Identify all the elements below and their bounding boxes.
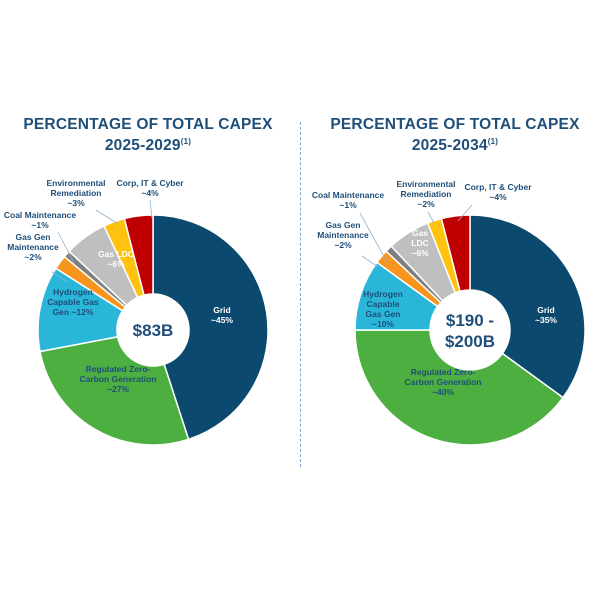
slice-label-line: LDC (411, 238, 428, 248)
slice-label-line: Gas (412, 228, 428, 238)
slice-label-line: Gas Gen (366, 309, 401, 319)
slice-label: Coal Maintenance ~1% (4, 210, 77, 230)
slice-label-line: Gas Gen (16, 232, 51, 242)
title-text: PERCENTAGE OF TOTAL CAPEX (330, 116, 580, 133)
slice-grid (152, 214, 269, 441)
slice-label-line: Corp, IT & Cyber (464, 182, 532, 192)
slice-corp-it-cyber (440, 214, 471, 293)
chart-divider (300, 122, 301, 467)
slice-label-line: Regulated Zero- (86, 364, 151, 374)
footnote-marker: (1) (487, 137, 499, 146)
leader-line (361, 255, 379, 268)
slice-label-line: Capable Gas (47, 297, 99, 307)
slice-label: Hydrogen Capable Gas Gen ~10% (363, 289, 403, 329)
slice-label-line: Gas LDC (98, 249, 134, 259)
period-text: 2025-2029 (104, 137, 181, 155)
slice-label: Corp, IT & Cyber ~4% (116, 178, 184, 198)
slice-label-line: Maintenance (7, 242, 59, 252)
chart-title-2025-2034: PERCENTAGE OF TOTAL CAPEX 2025-2034(1) (315, 116, 595, 154)
slice-label-line: Corp, IT & Cyber (116, 178, 184, 188)
center-total-label: $190 - $200B (445, 311, 495, 351)
title-period: 2025-2029(1) (8, 133, 288, 154)
title-text: PERCENTAGE OF TOTAL CAPEX (23, 116, 273, 133)
slice-label-line: Regulated Zero- (411, 367, 476, 377)
slice-label-line: Hydrogen (363, 289, 403, 299)
slice-label: Gas LDC ~6% (98, 249, 134, 269)
leader-line (57, 231, 75, 264)
slice-regulated-zero-carbon-generation (354, 329, 565, 446)
slice-label-line: Capable (366, 299, 399, 309)
slice-label-line: ~35% (535, 315, 557, 325)
slice-label-line: ~4% (141, 188, 159, 198)
leader-line (95, 209, 119, 225)
slice-label-line: ~6% (411, 248, 429, 258)
center-label-line: $190 - (446, 311, 494, 330)
slice-label: Coal Maintenance ~1% (312, 190, 385, 210)
slice-label-line: Remediation (400, 189, 451, 199)
slice-label-line: Hydrogen (53, 287, 93, 297)
slice-label: Regulated Zero-Carbon Generation ~40% (405, 367, 482, 397)
slice-label: Gas Gen Maintenance ~2% (7, 232, 59, 262)
leader-line (51, 271, 69, 283)
slice-label-line: Environmental (46, 178, 105, 188)
slice-label-line: ~40% (432, 387, 454, 397)
slice-label: Hydrogen Capable Gas Gen ~12% (47, 287, 99, 317)
slice-label-line: ~3% (67, 198, 85, 208)
slice-label-line: Grid (213, 305, 230, 315)
center-total-label: $83B (133, 321, 174, 340)
slice-label-line: ~2% (24, 252, 42, 262)
slice-label: Environmental Remediation ~2% (396, 179, 455, 209)
slice-label: Grid ~35% (535, 305, 557, 325)
slice-label-line: ~10% (372, 319, 394, 329)
slice-label-line: Carbon Generation (80, 374, 157, 384)
slice-label-line: Gas Gen (326, 220, 361, 230)
leader-line (427, 211, 435, 224)
slice-label-line: Grid (537, 305, 554, 315)
slice-label: Corp, IT & Cyber ~4% (464, 182, 532, 202)
center-label-line: $200B (445, 332, 495, 351)
chart-title-2025-2029: PERCENTAGE OF TOTAL CAPEX 2025-2029(1) (8, 116, 288, 154)
leader-line (149, 199, 153, 219)
slice-label-line: ~2% (334, 240, 352, 250)
slice-label-line: ~4% (489, 192, 507, 202)
slice-label-line: Remediation (50, 188, 101, 198)
slice-label: Gas LDC ~6% (411, 228, 429, 258)
slice-label-line: ~1% (31, 220, 49, 230)
slice-grid (469, 214, 586, 399)
slice-label-line: Environmental (396, 179, 455, 189)
slice-label: Environmental Remediation ~3% (46, 178, 105, 208)
slice-label-line: ~27% (107, 384, 129, 394)
slice-label-line: Coal Maintenance (312, 190, 385, 200)
slice-label-line: Carbon Generation (405, 377, 482, 387)
slice-corp-it-cyber (123, 214, 154, 297)
slice-label-line: ~45% (211, 315, 233, 325)
slice-label: Regulated Zero-Carbon Generation ~27% (80, 364, 157, 394)
period-text: 2025-2034 (411, 137, 488, 155)
slice-label-line: ~6% (107, 259, 125, 269)
slice-label-line: Maintenance (317, 230, 369, 240)
title-period: 2025-2034(1) (315, 133, 595, 154)
slice-regulated-zero-carbon-generation (39, 335, 190, 446)
slice-label-line: Coal Maintenance (4, 210, 77, 220)
slice-label: Grid ~45% (211, 305, 233, 325)
donut-chart-2025-2034: Grid ~35% Regulated Zero-Carbon Generation… (312, 179, 586, 446)
leader-line (457, 204, 473, 222)
slice-label-line: ~1% (339, 200, 357, 210)
slice-label-line: ~2% (417, 199, 435, 209)
center-label-line: $83B (133, 321, 174, 340)
footnote-marker: (1) (180, 137, 192, 146)
leader-line (359, 212, 389, 265)
slice-label: Gas Gen Maintenance ~2% (317, 220, 369, 250)
slice-label-line: Gen ~12% (53, 307, 94, 317)
donut-chart-2025-2029: Grid ~45% Regulated Zero-Carbon Generation… (4, 178, 269, 446)
